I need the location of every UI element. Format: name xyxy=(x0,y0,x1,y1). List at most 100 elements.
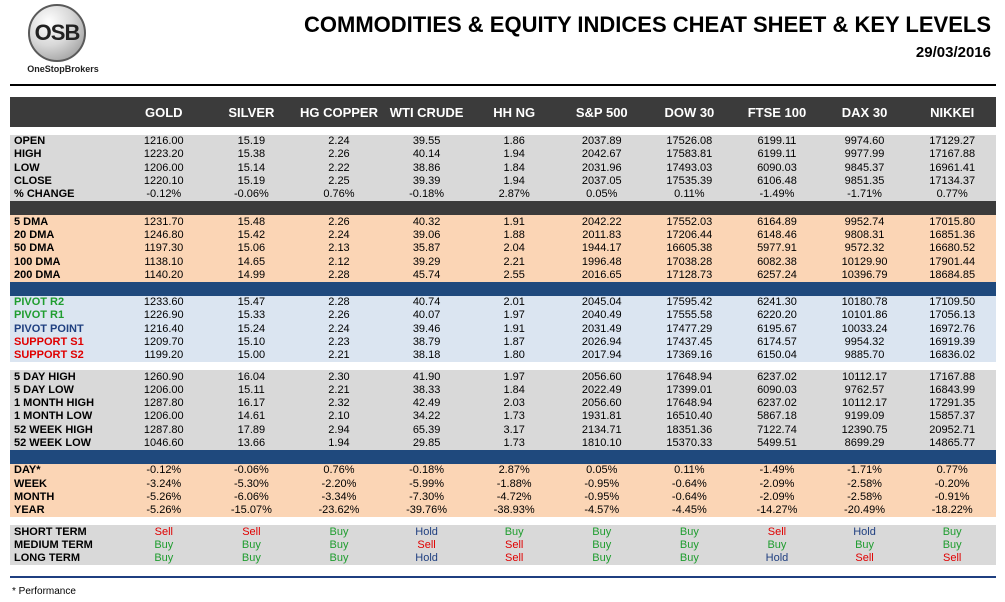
table-cell: 16510.40 xyxy=(645,410,734,424)
table-cell: 20952.71 xyxy=(908,423,996,437)
table-cell: -7.30% xyxy=(382,490,471,505)
table-cell: -4.72% xyxy=(470,490,558,505)
table-cell: 1138.10 xyxy=(120,255,208,269)
table-cell: 17526.08 xyxy=(645,135,734,149)
table-cell: 9974.60 xyxy=(820,135,909,149)
table-cell: 2026.94 xyxy=(557,335,646,350)
table-cell: 15.42 xyxy=(207,228,296,243)
table-cell: 17552.03 xyxy=(645,215,734,229)
table-row: MEDIUM TERM Buy Buy Buy Sell Sell Buy Buy Buy Buy… xyxy=(10,538,996,553)
table-row: DAY* -0.12% -0.06% 0.76% -0.18% 2.87% 0.05% 0.1… xyxy=(10,464,996,478)
table-cell: Buy xyxy=(908,525,996,539)
table-row: 52 WEEK HIGH 1287.80 17.89 2.94 65.39 3.17 213… xyxy=(10,423,996,437)
row-label: MONTH xyxy=(10,490,120,505)
table-cell: 1206.00 xyxy=(120,410,208,424)
row-label: 20 DMA xyxy=(10,228,120,243)
table-cell: 1.97 xyxy=(470,309,558,323)
table-cell: Hold xyxy=(820,525,909,539)
table-cell: 16605.38 xyxy=(645,242,734,256)
table-cell: 2.10 xyxy=(295,410,383,424)
table-cell: 2.21 xyxy=(295,383,383,398)
table-cell: 1.73 xyxy=(470,436,558,451)
table-cell: -1.88% xyxy=(470,477,558,491)
table-cell: 1.91 xyxy=(470,215,558,229)
table-cell: -0.64% xyxy=(645,477,734,491)
table-cell: 17583.81 xyxy=(645,148,734,162)
table-cell: 14.61 xyxy=(207,410,296,424)
table-cell: -4.57% xyxy=(557,504,646,518)
table-row: 5 DAY LOW 1206.00 15.11 2.21 38.33 1.84 2022.4… xyxy=(10,383,996,398)
table-cell: -0.18% xyxy=(382,188,471,202)
section-divider xyxy=(10,201,996,216)
table-cell: 2.28 xyxy=(295,268,383,282)
table-cell: 2.21 xyxy=(295,349,383,363)
table-cell: 1.91 xyxy=(470,322,558,336)
table-cell: 10033.24 xyxy=(820,322,909,336)
table-cell: -0.18% xyxy=(382,464,471,478)
row-label: 1 MONTH LOW xyxy=(10,410,120,424)
table-cell: 9762.57 xyxy=(820,383,909,398)
table-cell: Buy xyxy=(207,552,296,566)
table-cell: 38.86 xyxy=(382,161,471,175)
table-cell: 38.79 xyxy=(382,335,471,350)
table-cell: -0.06% xyxy=(207,464,296,478)
table-cell: 0.05% xyxy=(557,188,646,202)
section-divider xyxy=(10,450,996,465)
table-cell: 16.17 xyxy=(207,397,296,411)
section-divider xyxy=(10,127,996,135)
table-cell: -0.95% xyxy=(557,490,646,505)
table-cell: 1220.10 xyxy=(120,174,208,189)
table-cell: 1.84 xyxy=(470,161,558,175)
table-cell: 1226.90 xyxy=(120,309,208,323)
table-cell: 5867.18 xyxy=(733,410,821,424)
table-cell: 2.03 xyxy=(470,397,558,411)
table-row: WEEK -3.24% -5.30% -2.20% -5.99% -1.88% -0.95%… xyxy=(10,477,996,491)
table-cell: Sell xyxy=(470,538,558,553)
table-cell: 9845.37 xyxy=(820,161,909,175)
table-cell: 17648.94 xyxy=(645,397,734,411)
table-cell: 29.85 xyxy=(382,436,471,451)
table-cell: 2056.60 xyxy=(557,370,646,384)
table-cell: 2042.67 xyxy=(557,148,646,162)
row-label: HIGH xyxy=(10,148,120,162)
table-cell: 2.25 xyxy=(295,174,383,189)
row-label: 52 WEEK LOW xyxy=(10,436,120,451)
table-cell: Buy xyxy=(295,552,383,566)
table-cell: 6164.89 xyxy=(733,215,821,229)
table-cell: 1996.48 xyxy=(557,255,646,269)
table-cell: -38.93% xyxy=(470,504,558,518)
table-cell: 17901.44 xyxy=(908,255,996,269)
table-cell: 1287.80 xyxy=(120,397,208,411)
table-row: 20 DMA 1246.80 15.42 2.24 39.06 1.88 2011.83 17… xyxy=(10,228,996,243)
table-cell: 15.47 xyxy=(207,295,296,310)
corner-cell xyxy=(10,97,120,127)
table-cell: 9199.09 xyxy=(820,410,909,424)
table-cell: 1810.10 xyxy=(557,436,646,451)
table-cell: 40.74 xyxy=(382,295,471,310)
table-cell: 2056.60 xyxy=(557,397,646,411)
table-cell: 40.14 xyxy=(382,148,471,162)
column-header: S&P 500 xyxy=(557,97,646,127)
table-row: 5 DAY HIGH 1260.90 16.04 2.30 41.90 1.97 2056.… xyxy=(10,370,996,384)
row-label: MEDIUM TERM xyxy=(10,538,120,553)
table-row: PIVOT R1 1226.90 15.33 2.26 40.07 1.97 2040.49… xyxy=(10,309,996,323)
table-cell: 18684.85 xyxy=(908,268,996,282)
table-cell: Buy xyxy=(820,538,909,553)
table-cell: 2.22 xyxy=(295,161,383,175)
row-label: LONG TERM xyxy=(10,552,120,566)
table-cell: 6237.02 xyxy=(733,397,821,411)
table-cell: Buy xyxy=(645,538,734,553)
row-label: 5 DMA xyxy=(10,215,120,229)
header-rule xyxy=(10,84,996,86)
table-cell: 16836.02 xyxy=(908,349,996,363)
table-cell: 9808.31 xyxy=(820,228,909,243)
table-cell: 1197.30 xyxy=(120,242,208,256)
column-header: FTSE 100 xyxy=(733,97,821,127)
table-cell: 1231.70 xyxy=(120,215,208,229)
section-divider xyxy=(10,517,996,526)
table-cell: Hold xyxy=(382,552,471,566)
table-cell: 41.90 xyxy=(382,370,471,384)
table-cell: 1046.60 xyxy=(120,436,208,451)
table-cell: 17535.39 xyxy=(645,174,734,189)
column-header: SILVER xyxy=(207,97,296,127)
